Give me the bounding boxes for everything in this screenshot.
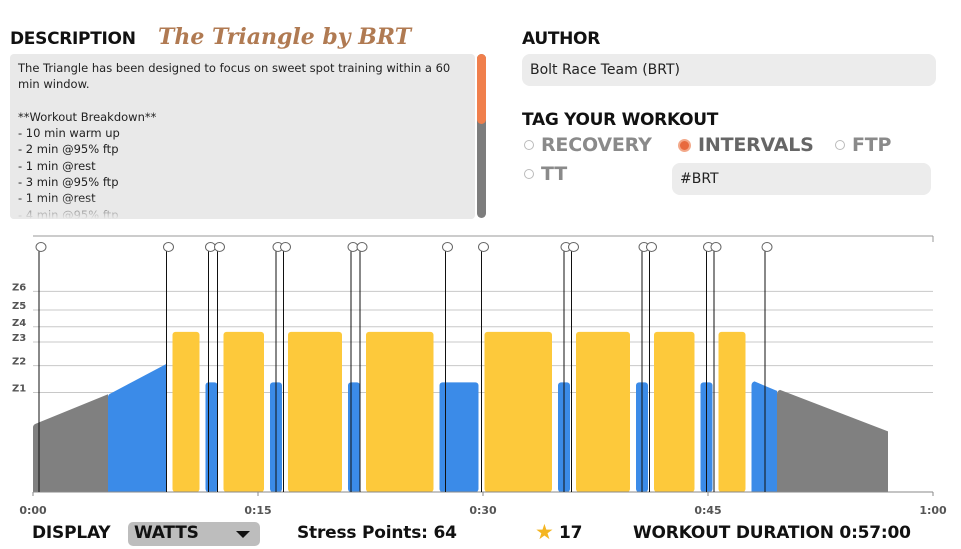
x-tick-label: 0:30 [469, 504, 497, 517]
tag-option-tt[interactable]: TT [524, 163, 567, 185]
radio-icon [524, 169, 534, 179]
text-event-bubble-icon [163, 242, 174, 252]
display-select-value[interactable]: WATTS [134, 523, 199, 543]
text-event-bubble-icon [478, 242, 489, 252]
tag-heading: TAG YOUR WORKOUT [522, 110, 719, 130]
interval-bar [288, 331, 342, 492]
text-event-bubble-icon [442, 242, 453, 252]
interval-bar [439, 382, 479, 492]
display-label: DISPLAY [32, 523, 111, 543]
x-tick-label: 0:45 [694, 504, 721, 517]
ramp-segment [751, 381, 777, 492]
x-tick-label: 0:15 [244, 504, 271, 517]
ramp-segment [108, 363, 167, 492]
tag-option-recovery[interactable]: RECOVERY [524, 134, 652, 156]
author-heading: AUTHOR [522, 29, 601, 49]
zone-label: Z5 [12, 301, 26, 312]
text-event-bubble-icon [568, 242, 579, 252]
radio-selected-icon [678, 138, 691, 152]
x-tick-label: 0:00 [19, 504, 47, 517]
author-field[interactable]: Bolt Race Team (BRT) [522, 54, 936, 86]
tag-option-label: TT [541, 163, 567, 185]
zone-label: Z6 [12, 282, 26, 293]
description-scroll-thumb[interactable] [477, 54, 486, 124]
tag-option-label: INTERVALS [698, 134, 814, 156]
star-icon[interactable]: ★ [535, 520, 554, 544]
interval-bar [366, 331, 434, 492]
zone-label: Z3 [12, 333, 26, 344]
workout-duration: WORKOUT DURATION 0:57:00 [633, 523, 911, 543]
text-event-bubble-icon [761, 242, 773, 252]
stress-points: Stress Points: 64 [297, 523, 457, 543]
zone-label: Z4 [12, 318, 26, 329]
radio-icon [835, 140, 845, 150]
tag-option-label: FTP [852, 134, 892, 156]
tag-option-intervals[interactable]: INTERVALS [678, 134, 814, 156]
text-event-bubble-icon [214, 242, 225, 252]
tag-option-ftp[interactable]: FTP [835, 134, 891, 156]
description-heading: DESCRIPTION [10, 29, 136, 49]
description-text: The Triangle has been designed to focus … [18, 61, 451, 219]
x-tick-label: 1:00 [919, 504, 947, 517]
star-count: 17 [559, 523, 583, 543]
text-event-bubble-icon [356, 242, 368, 252]
interval-bar [654, 331, 695, 492]
interval-bar [205, 382, 218, 492]
workout-title: The Triangle by BRT [158, 24, 412, 50]
workout-chart[interactable]: Z6 Z5 Z4 Z3 Z2 Z1 0:00 0:15 0:30 0:45 1:00 [0, 228, 961, 522]
description-scrollbar[interactable] [477, 54, 486, 218]
description-textarea[interactable]: The Triangle has been designed to focus … [10, 54, 475, 219]
ramp-segment [777, 389, 888, 492]
text-event-bubble-icon [646, 242, 657, 252]
text-event-bubble-icon [35, 242, 47, 252]
interval-bar [348, 382, 360, 492]
radio-icon [524, 140, 534, 150]
interval-bar [223, 331, 264, 492]
interval-bar [576, 331, 630, 492]
interval-bar [484, 331, 552, 492]
interval-bar [172, 331, 200, 492]
interval-bar [718, 331, 746, 492]
ramp-segment [33, 394, 108, 492]
zone-label: Z2 [12, 357, 26, 368]
zone-label: Z1 [12, 384, 26, 395]
chevron-down-icon[interactable] [236, 531, 250, 538]
description-fade [10, 197, 475, 219]
text-event-bubble-icon [280, 242, 291, 252]
tag-option-label: RECOVERY [541, 134, 652, 156]
hashtag-field[interactable]: #BRT [672, 163, 931, 195]
text-event-bubble-icon [710, 242, 722, 252]
